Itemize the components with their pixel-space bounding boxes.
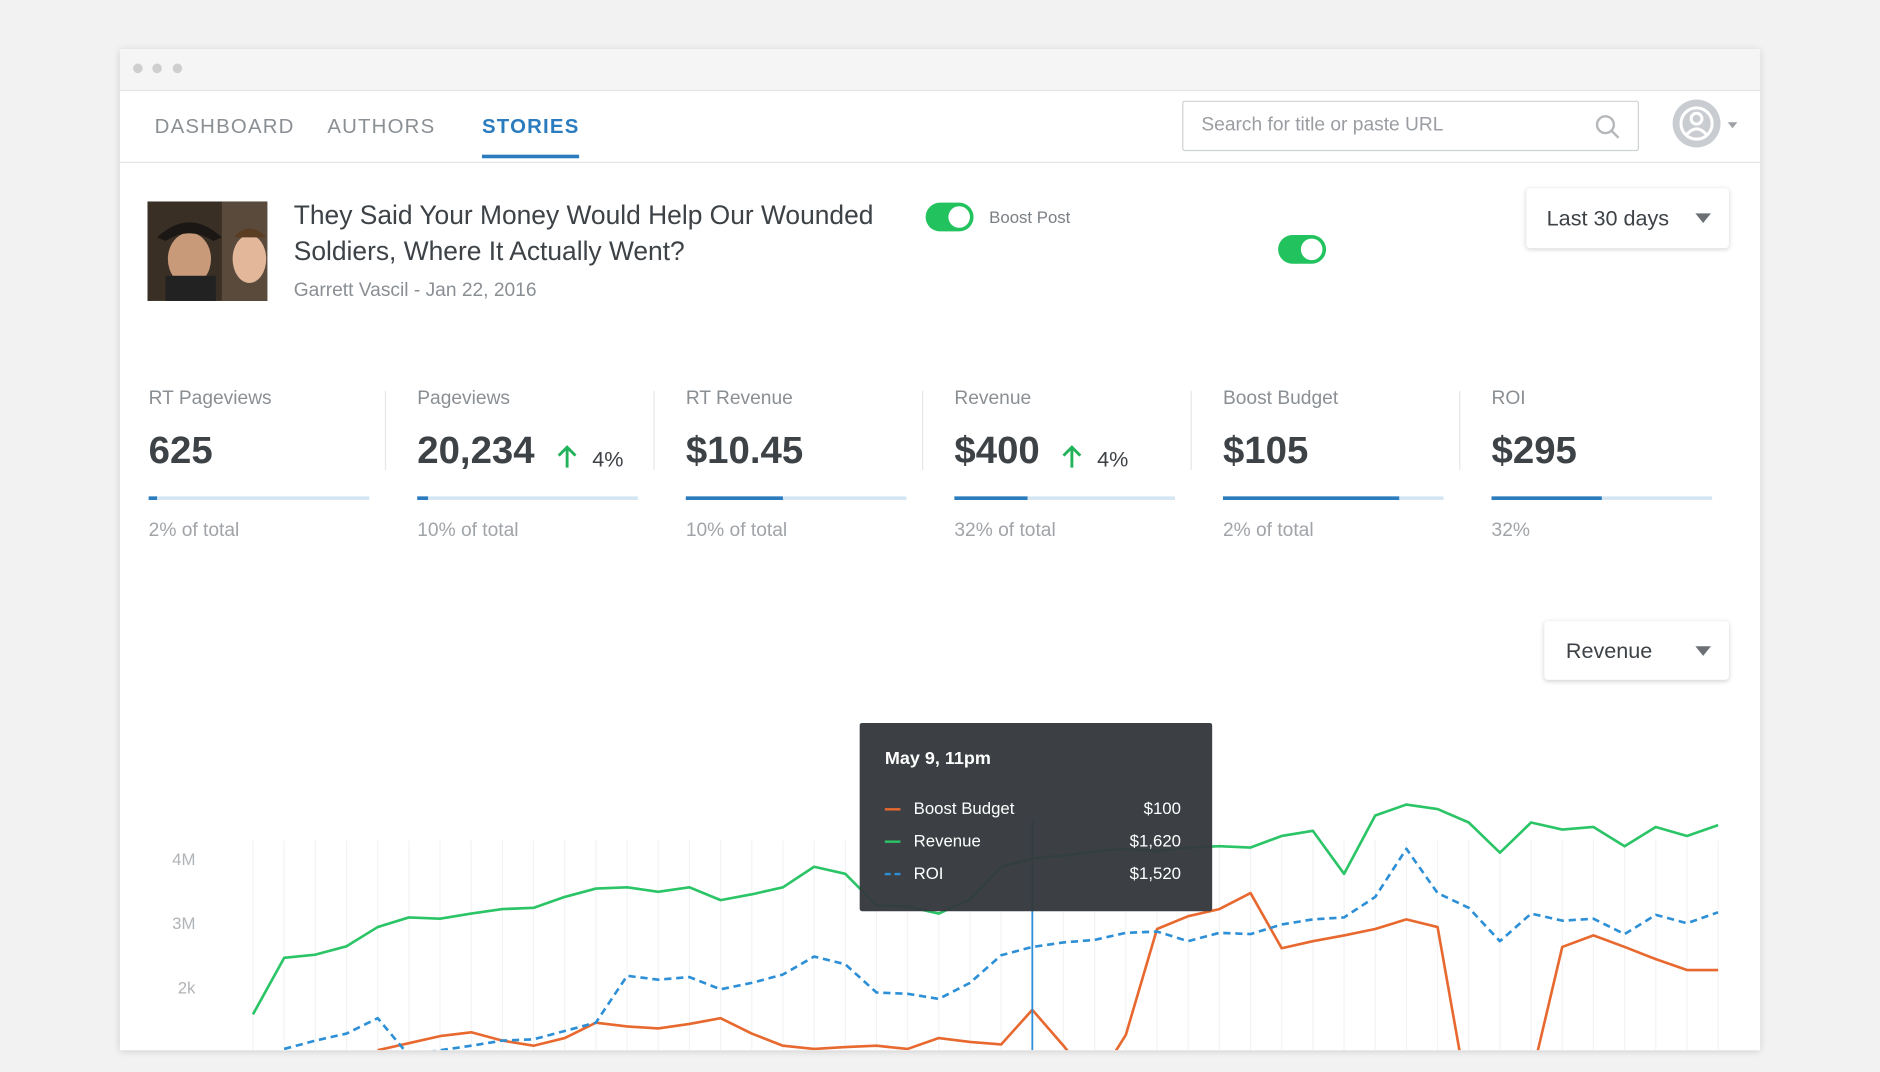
stat-label: ROI xyxy=(1491,388,1526,409)
progress-track xyxy=(1491,496,1713,500)
y-tick-label: 3M xyxy=(172,914,195,933)
progress-fill xyxy=(685,496,783,500)
browser-window: DASHBOARD AUTHORS STORIES Search for title… xyxy=(119,49,1761,1051)
stat-divider xyxy=(1190,390,1192,471)
date-range-text: Last 30 days xyxy=(1546,206,1670,231)
stat-divider xyxy=(1459,390,1461,471)
window-dots xyxy=(133,63,183,74)
nav-tab[interactable]: AUTHORS xyxy=(327,115,436,138)
tooltip-series: Revenue xyxy=(913,830,981,851)
story-title: They Said Your Money Would Help Our Woun… xyxy=(293,200,874,231)
stat-share: 10% of total xyxy=(685,520,788,541)
up-arrow xyxy=(557,445,577,468)
tooltip-series: ROI xyxy=(913,863,944,883)
y-tick-label: 4M xyxy=(172,850,195,869)
stat-label: RT Pageviews xyxy=(148,388,272,409)
stat-share: 2% of total xyxy=(1222,520,1314,541)
stat-change: 4% xyxy=(1097,447,1129,472)
boost-toggle[interactable] xyxy=(925,202,974,232)
nav-tab[interactable]: STORIES xyxy=(481,115,580,159)
story-byline: Garrett Vascil - Jan 22, 2016 xyxy=(293,280,537,301)
nav-bar: DASHBOARD AUTHORS STORIES xyxy=(119,91,1761,164)
search-box[interactable]: Search for title or paste URL xyxy=(1182,100,1640,152)
stat-share: 32% xyxy=(1491,520,1530,541)
stat-value: 625 xyxy=(148,428,213,472)
story-thumbnail xyxy=(147,201,268,301)
stat-value: $400 xyxy=(954,428,1040,472)
series-line xyxy=(377,891,1719,1051)
title-bar xyxy=(119,49,1761,92)
up-arrow xyxy=(1062,445,1082,468)
series-line xyxy=(283,847,1719,1051)
tooltip-title: May 9, 11pm xyxy=(884,748,991,769)
metric-text: Revenue xyxy=(1565,639,1653,664)
stat-value: $295 xyxy=(1491,428,1577,472)
tooltip: May 9, 11pm Boost Budget $100 Revenue $1,62… xyxy=(859,722,1213,912)
date-range-dropdown[interactable]: Last 30 days xyxy=(1526,188,1729,249)
stat-change: 4% xyxy=(592,447,624,472)
caret xyxy=(1695,213,1711,224)
tooltip-swatch xyxy=(884,808,901,811)
progress-track xyxy=(148,496,370,500)
progress-fill xyxy=(1222,496,1400,500)
tooltip-swatch xyxy=(884,872,901,876)
nav-tab[interactable]: DASHBOARD xyxy=(154,115,295,138)
stat-label: Pageviews xyxy=(417,388,511,409)
stat-value: $105 xyxy=(1222,428,1309,472)
story-title: Soldiers, Where It Actually Went? xyxy=(293,236,685,267)
caret xyxy=(1695,646,1711,656)
progress-track xyxy=(417,496,638,500)
tooltip-value: $100 xyxy=(1143,798,1181,818)
stat-value: 20,234 xyxy=(417,428,535,472)
stat-share: 10% of total xyxy=(417,520,519,541)
search-placeholder: Search for title or paste URL xyxy=(1201,115,1444,136)
progress-fill xyxy=(954,496,1028,500)
stat-share: 2% of total xyxy=(148,520,240,541)
progress-fill xyxy=(1491,496,1602,500)
progress-track xyxy=(954,496,1176,500)
second-toggle[interactable] xyxy=(1278,235,1327,264)
progress-track xyxy=(685,496,907,500)
tooltip-value: $1,520 xyxy=(1129,863,1181,883)
stat-label: Boost Budget xyxy=(1222,388,1339,409)
tooltip-swatch xyxy=(884,840,901,843)
stat-label: Revenue xyxy=(954,388,1032,409)
progress-fill xyxy=(148,496,158,500)
tooltip-value: $1,620 xyxy=(1129,830,1181,851)
y-tick-label: 2k xyxy=(178,978,196,997)
user-menu[interactable] xyxy=(1672,99,1745,150)
metric-dropdown[interactable]: Revenue xyxy=(1544,621,1729,680)
boost-label: Boost Post xyxy=(989,207,1071,227)
stat-divider xyxy=(653,390,655,471)
stat-share: 32% of total xyxy=(954,520,1056,541)
search-icon xyxy=(1595,115,1620,139)
chart: 4M 3M 2k xyxy=(172,803,1719,1051)
stat-divider xyxy=(384,390,387,471)
stat-divider xyxy=(922,390,924,471)
stat-value: $10.45 xyxy=(685,428,804,472)
stat-label: RT Revenue xyxy=(685,388,793,409)
tooltip-series: Boost Budget xyxy=(913,798,1015,818)
progress-fill xyxy=(417,496,429,500)
